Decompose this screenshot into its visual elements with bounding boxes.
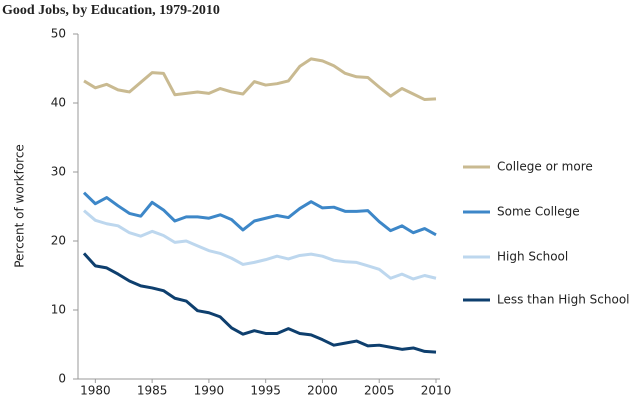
y-tick-label: 0 <box>58 372 66 386</box>
legend-label: Less than High School <box>497 293 630 307</box>
series-line <box>82 252 437 354</box>
y-tick-label: 10 <box>51 303 66 317</box>
legend-label: High School <box>497 250 568 264</box>
legend-label: Some College <box>497 205 580 219</box>
x-tick-label: 1995 <box>250 384 281 398</box>
series-line <box>83 209 437 281</box>
series-line <box>82 191 437 237</box>
x-tick-label: 1980 <box>80 384 111 398</box>
y-axis-label: Percent of workforce <box>13 144 27 268</box>
x-tick-label: 2010 <box>421 384 452 398</box>
x-tick-label: 2000 <box>307 384 338 398</box>
y-tick-label: 30 <box>51 165 66 179</box>
x-tick-label: 2005 <box>364 384 395 398</box>
y-tick-label: 40 <box>51 96 66 110</box>
x-tick-label: 1990 <box>194 384 225 398</box>
legend-label: College or more <box>497 160 593 174</box>
x-tick-label: 1985 <box>137 384 168 398</box>
y-tick-label: 50 <box>51 27 66 41</box>
chart-title: Good Jobs, by Education, 1979-2010 <box>2 3 220 18</box>
y-tick-label: 20 <box>51 234 66 248</box>
series-line <box>83 57 437 102</box>
